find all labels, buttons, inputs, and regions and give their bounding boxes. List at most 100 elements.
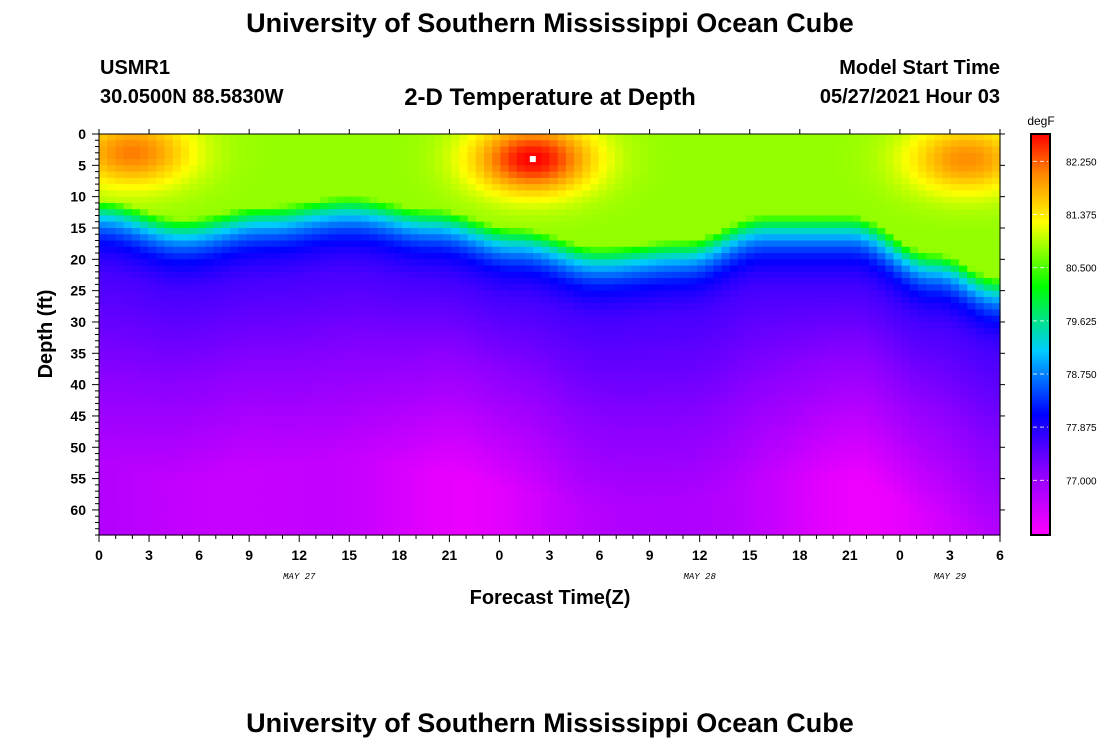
heatmap-cell: [680, 271, 690, 279]
heatmap-cell: [426, 491, 436, 499]
heatmap-cell: [696, 478, 706, 486]
heatmap-cell: [549, 403, 559, 411]
heatmap-cell: [213, 503, 223, 511]
heatmap-cell: [385, 347, 395, 354]
heatmap-cell: [557, 491, 567, 499]
heatmap-cell: [328, 340, 338, 348]
heatmap-cell: [271, 340, 280, 348]
heatmap-cell: [623, 271, 633, 279]
heatmap-cell: [221, 177, 231, 185]
heatmap-cell: [721, 184, 731, 191]
heatmap-cell: [672, 340, 682, 348]
heatmap-cell: [729, 253, 739, 260]
heatmap-cell: [713, 340, 723, 348]
heatmap-cell: [565, 227, 575, 235]
heatmap-cell: [164, 334, 174, 342]
heatmap-cell: [172, 303, 182, 311]
heatmap-cell: [328, 472, 338, 480]
heatmap-cell: [721, 328, 731, 336]
heatmap-cell: [115, 184, 125, 191]
heatmap-cell: [672, 384, 682, 392]
heatmap-cell: [402, 441, 411, 448]
heatmap-cell: [123, 409, 133, 417]
heatmap-cell: [467, 321, 477, 329]
heatmap-cell: [295, 321, 305, 329]
heatmap-cell: [672, 478, 682, 486]
heatmap-cell: [705, 177, 714, 185]
heatmap-cell: [148, 165, 157, 173]
heatmap-cell: [467, 422, 477, 430]
heatmap-cell: [524, 409, 534, 417]
heatmap-cell: [320, 196, 329, 204]
heatmap-cell: [287, 152, 297, 160]
heatmap-cell: [238, 428, 248, 436]
heatmap-cell: [508, 140, 518, 148]
heatmap-cell: [533, 522, 542, 530]
heatmap-cell: [639, 359, 649, 367]
heatmap-cell: [262, 466, 272, 473]
heatmap-cell: [369, 378, 379, 386]
heatmap-cell: [295, 365, 305, 373]
heatmap-cell: [418, 397, 428, 405]
heatmap-cell: [344, 321, 354, 329]
heatmap-cell: [205, 278, 215, 285]
heatmap-cell: [385, 384, 395, 392]
heatmap-cell: [205, 221, 215, 229]
heatmap-cell: [451, 459, 460, 467]
heatmap-cell: [418, 372, 428, 379]
heatmap-cell: [352, 215, 362, 223]
heatmap-cell: [172, 159, 182, 166]
heatmap-cell: [320, 190, 329, 198]
heatmap-cell: [238, 227, 248, 235]
heatmap-cell: [295, 309, 305, 317]
heatmap-cell: [713, 390, 723, 398]
heatmap-cell: [655, 271, 665, 279]
heatmap-cell: [303, 509, 313, 517]
heatmap-cell: [459, 509, 469, 517]
heatmap-cell: [369, 403, 379, 411]
heatmap-cell: [565, 265, 575, 273]
heatmap-cell: [426, 428, 436, 436]
heatmap-cell: [557, 190, 567, 198]
heatmap-cell: [262, 202, 272, 210]
heatmap-cell: [672, 422, 682, 430]
heatmap-cell: [246, 497, 256, 505]
heatmap-cell: [230, 503, 239, 511]
heatmap-cell: [279, 434, 288, 442]
heatmap-cell: [246, 434, 256, 442]
heatmap-cell: [606, 434, 616, 442]
heatmap-cell: [246, 271, 256, 279]
heatmap-cell: [459, 227, 469, 235]
heatmap-cell: [221, 434, 231, 442]
heatmap-cell: [508, 409, 518, 417]
heatmap-cell: [565, 321, 575, 329]
heatmap-cell: [361, 284, 370, 292]
heatmap-cell: [262, 271, 272, 279]
heatmap-cell: [467, 359, 477, 367]
heatmap-cell: [574, 359, 583, 367]
heatmap-cell: [631, 165, 641, 173]
heatmap-cell: [557, 403, 567, 411]
heatmap-cell: [418, 522, 428, 530]
heatmap-cell: [402, 140, 411, 148]
heatmap-cell: [402, 184, 411, 191]
heatmap-cell: [639, 296, 649, 304]
heatmap-cell: [664, 409, 673, 417]
heatmap-cell: [647, 503, 657, 511]
heatmap-cell: [172, 409, 182, 417]
heatmap-cell: [172, 484, 182, 492]
heatmap-cell: [688, 428, 698, 436]
heatmap-cell: [688, 397, 698, 405]
heatmap-cell: [475, 309, 485, 317]
heatmap-cell: [426, 315, 436, 323]
heatmap-cell: [246, 347, 256, 354]
heatmap-cell: [377, 447, 387, 455]
heatmap-cell: [287, 497, 297, 505]
heatmap-cell: [475, 215, 485, 223]
heatmap-cell: [410, 497, 420, 505]
heatmap-cell: [246, 409, 256, 417]
heatmap-cell: [402, 447, 411, 455]
heatmap-cell: [549, 453, 559, 461]
heatmap-cell: [705, 466, 714, 473]
heatmap-cell: [492, 134, 501, 141]
